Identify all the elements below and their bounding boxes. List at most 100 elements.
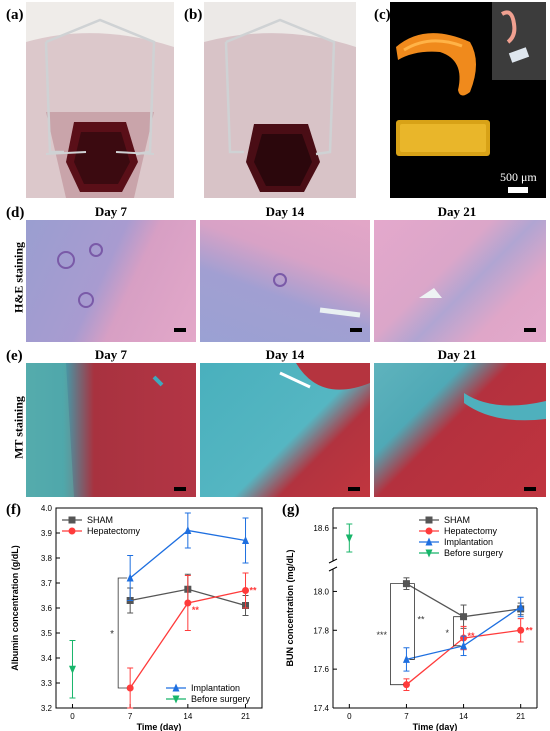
significance-bracket <box>409 583 415 660</box>
data-point <box>517 626 525 634</box>
scale-bar-he-day14 <box>350 328 362 332</box>
day-label-d1: Day 7 <box>94 204 128 219</box>
panel-label-c: (c) <box>374 7 391 23</box>
panel-label-g: (g) <box>282 502 300 518</box>
he-texture-day21 <box>419 288 442 298</box>
data-point <box>517 602 525 611</box>
x-tick-label: 0 <box>347 712 352 721</box>
surgery-scene-b <box>204 2 356 198</box>
panel-label-b: (b) <box>184 7 203 23</box>
legend-label: SHAM <box>87 515 113 525</box>
mt-texture-day7 <box>26 363 164 497</box>
albumin-chart: 3.2 3.3 3.4 3.5 3.6 3.7 3.8 3.9 4.0 0 7 14 21 Time (d… <box>10 504 263 731</box>
y-tick-label: 18.6 <box>313 524 329 533</box>
significance-bracket <box>390 583 404 686</box>
significance-star: ** <box>250 586 258 596</box>
mt-image-day7 <box>26 363 196 497</box>
surgery-photo-a <box>26 2 174 198</box>
surgery-photo-b <box>204 2 356 198</box>
y-tick-label: 3.8 <box>41 554 53 563</box>
row-label-mt: MT staining <box>11 396 26 459</box>
panel-label-e: (e) <box>6 348 23 364</box>
x-tick-label: 7 <box>128 712 133 721</box>
significance-star: * <box>110 629 114 640</box>
axis-break-mark <box>328 566 338 572</box>
panel-label-a: (a) <box>6 7 24 23</box>
legend-swatch-marker <box>68 527 76 535</box>
legend-swatch-marker <box>425 537 433 546</box>
y-tick-label: 3.3 <box>41 679 53 688</box>
y-axis-label: Albumin concentration (g/dL) <box>10 545 20 671</box>
day-label-d2: Day 14 <box>265 204 305 219</box>
significance-star: ** <box>526 625 534 635</box>
significance-star: *** <box>376 630 387 640</box>
y-tick-label: 18.0 <box>313 587 329 596</box>
data-point <box>242 536 250 544</box>
scale-bar-mt-day21 <box>524 487 536 491</box>
day-label-e3: Day 21 <box>437 347 477 362</box>
row-label-he: H&E staining <box>11 242 26 314</box>
panel-label-f: (f) <box>6 502 21 518</box>
panel-label-d: (d) <box>6 205 25 221</box>
data-point <box>126 684 134 692</box>
day-label-d3: Day 21 <box>437 204 477 219</box>
he-image-day7 <box>26 220 196 342</box>
significance-star: * <box>446 628 450 638</box>
significance-bracket <box>117 577 128 689</box>
y-tick-label: 17.8 <box>313 626 329 635</box>
significance-star: ** <box>468 631 476 641</box>
day-label-e2: Day 14 <box>265 347 305 362</box>
surgery-scene-a <box>26 2 174 198</box>
scaffold-scene-c <box>396 2 546 156</box>
data-point <box>460 613 468 621</box>
x-tick-label: 21 <box>241 712 250 721</box>
y-axis-label: BUN concentration (mg/dL) <box>285 550 295 667</box>
data-point <box>402 654 410 663</box>
scale-bar-he-day7 <box>174 328 186 332</box>
legend-swatch-marker <box>425 516 433 524</box>
data-point <box>460 641 468 650</box>
y-tick-label: 17.6 <box>313 665 329 674</box>
legend-label: Hepatectomy <box>87 526 141 536</box>
data-point <box>184 599 192 607</box>
series-before-surgery <box>68 640 76 699</box>
series-before-surgery <box>345 523 353 553</box>
legend-label: Implantation <box>191 683 240 693</box>
data-point <box>126 573 134 582</box>
legend-swatch-marker <box>172 695 180 704</box>
data-point <box>402 681 410 689</box>
he-texture-day7 <box>57 243 103 308</box>
y-tick-label: 3.4 <box>41 654 53 663</box>
mt-texture-day21 <box>464 393 546 421</box>
y-tick-label: 3.7 <box>41 579 53 588</box>
scale-bar <box>508 187 528 193</box>
y-tick-label: 3.6 <box>41 604 53 613</box>
x-tick-label: 7 <box>404 712 409 721</box>
he-texture-day14 <box>273 273 361 318</box>
x-axis-label: Time (day) <box>413 722 458 731</box>
data-point <box>68 665 76 674</box>
scale-bar-label: 500 μm <box>500 170 537 184</box>
scale-bar-mt-day14 <box>348 487 360 491</box>
he-image-day21 <box>374 220 546 342</box>
scaffold-photo-c: 500 μm <box>390 2 546 198</box>
axis-break-mark <box>328 558 338 564</box>
significance-bracket <box>453 616 461 647</box>
scale-bar-he-day21 <box>524 328 536 332</box>
x-axis-label: Time (day) <box>137 722 182 731</box>
bun-chart: 17.4 17.6 17.8 18.0 18.6 0 7 14 21 Time (day) BUN … <box>285 507 538 731</box>
legend-swatch-marker <box>68 516 76 524</box>
series-implantation <box>402 596 525 672</box>
data-point <box>242 587 250 594</box>
legend-label: SHAM <box>444 515 470 525</box>
mt-image-day14 <box>200 363 370 497</box>
legend-swatch-marker <box>425 527 433 535</box>
x-tick-label: 0 <box>70 712 75 721</box>
legend-swatch-marker <box>425 549 433 558</box>
mt-texture-day14 <box>260 363 370 390</box>
series-implantation <box>126 512 250 601</box>
day-label-e1: Day 7 <box>94 347 128 362</box>
scale-bar-mt-day7 <box>174 487 186 491</box>
y-tick-label: 4.0 <box>41 504 53 513</box>
x-tick-label: 21 <box>516 712 525 721</box>
